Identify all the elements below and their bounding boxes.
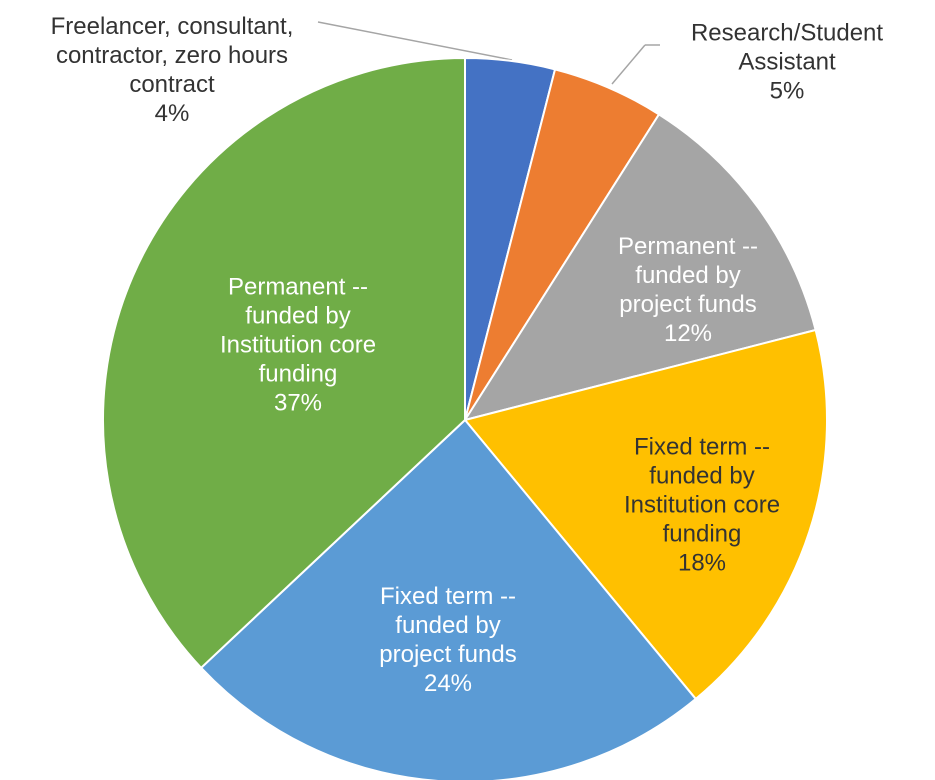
slice-label: Research/Student Assistant 5% xyxy=(657,19,917,106)
leader-line xyxy=(317,21,513,61)
slice-label: Freelancer, consultant, contractor, zero… xyxy=(17,12,327,128)
slice-label: Fixed term -- funded by project funds 24% xyxy=(358,582,538,698)
slice-percent: 18% xyxy=(677,549,727,577)
leader-line xyxy=(611,44,646,85)
slice-label: Permanent -- funded by Institution core … xyxy=(201,273,396,418)
slice-category: Permanent -- funded by Institution core … xyxy=(219,273,377,388)
slice-percent: 24% xyxy=(423,670,473,697)
pie-slice xyxy=(102,56,466,670)
slice-category: Freelancer, consultant, contractor, zero… xyxy=(50,13,294,98)
slice-category: Permanent -- funded by project funds xyxy=(617,233,759,318)
slice-category: Fixed term -- funded by Institution core… xyxy=(623,433,781,548)
slice-percent: 37% xyxy=(273,389,323,417)
pie-slice xyxy=(462,112,817,422)
slice-label: Permanent -- funded by project funds 12% xyxy=(598,232,778,348)
slice-category: Research/Student Assistant xyxy=(690,19,884,76)
slice-category: Fixed term -- funded by project funds xyxy=(379,583,517,668)
slice-percent: 5% xyxy=(769,77,805,105)
slice-percent: 4% xyxy=(154,100,190,127)
slice-percent: 12% xyxy=(663,320,713,347)
pie-slice xyxy=(463,328,828,701)
slice-label: Fixed term -- funded by Institution core… xyxy=(600,433,805,578)
pie-slice xyxy=(199,418,698,780)
